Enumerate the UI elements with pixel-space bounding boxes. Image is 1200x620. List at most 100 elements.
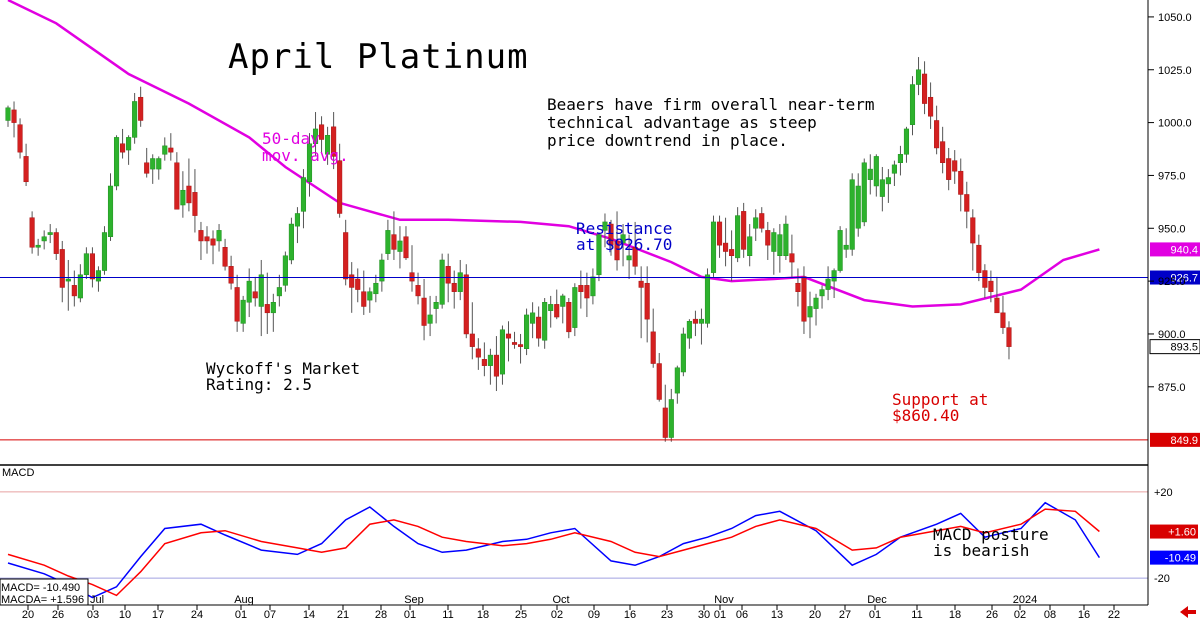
macd-annotation-line-1: MACD posture xyxy=(933,525,1049,544)
candle-body xyxy=(735,215,741,259)
support-tag-label: 849.9 xyxy=(1170,435,1198,447)
arrow-left-icon[interactable] xyxy=(1180,606,1196,618)
month-label: Dec xyxy=(867,594,887,606)
candle-body xyxy=(228,266,234,284)
candle xyxy=(343,219,349,286)
candle-body xyxy=(801,276,807,322)
price-tick-label: 975.0 xyxy=(1158,170,1186,182)
candle xyxy=(475,338,481,370)
candle xyxy=(210,230,216,265)
candle xyxy=(566,298,572,339)
candle-body xyxy=(704,274,711,324)
date-tick-label: 20 xyxy=(22,609,34,620)
candle-body xyxy=(855,185,861,229)
month-label: Jul xyxy=(90,594,104,606)
price-lines: 926.7 849.9 940.4 893.5 xyxy=(0,242,1200,447)
price-tick-label: 1025.0 xyxy=(1158,65,1192,77)
candle xyxy=(35,238,41,256)
candle-body xyxy=(138,96,144,121)
candle-body xyxy=(988,280,994,292)
candle xyxy=(162,137,168,161)
candle xyxy=(294,207,300,244)
candle xyxy=(614,211,620,271)
candle xyxy=(716,215,723,258)
candle xyxy=(542,298,548,349)
candle xyxy=(741,202,747,258)
date-tick-label: 11 xyxy=(442,609,453,620)
candle xyxy=(849,173,855,256)
candle xyxy=(138,86,144,127)
candle xyxy=(126,135,132,165)
macd-annotation: MACD posture is bearish xyxy=(933,525,1058,560)
candle xyxy=(668,388,674,442)
candle-body xyxy=(662,407,668,438)
candle xyxy=(940,126,946,174)
candle xyxy=(433,295,439,324)
candle xyxy=(385,219,391,260)
candle xyxy=(120,128,126,159)
candle xyxy=(1000,295,1006,334)
date-tick-label: 06 xyxy=(736,609,748,620)
candle-body xyxy=(909,84,916,125)
candle-body xyxy=(747,236,753,257)
candle-body xyxy=(873,156,879,187)
candle-body xyxy=(638,280,644,288)
last-price-tag xyxy=(1149,339,1200,355)
candle-body xyxy=(343,232,349,280)
support-label: Support at $860.40 xyxy=(892,390,998,425)
candle-body xyxy=(608,223,614,246)
candle-body xyxy=(807,306,813,318)
candle xyxy=(379,253,385,292)
date-tick-label: 01 xyxy=(714,609,726,620)
candle-body xyxy=(276,287,282,297)
candle-body xyxy=(723,242,729,252)
candle-body xyxy=(113,137,120,187)
candle-body xyxy=(240,299,246,324)
candle xyxy=(674,365,680,404)
candle-body xyxy=(487,354,493,366)
candle-body xyxy=(915,69,922,85)
candle xyxy=(964,181,970,229)
candle xyxy=(994,276,1000,314)
candle xyxy=(71,270,77,307)
candle xyxy=(524,308,530,356)
candle xyxy=(288,217,294,265)
candle xyxy=(807,291,813,339)
date-tick-label: 07 xyxy=(264,609,276,620)
candle xyxy=(41,230,47,250)
macd-plus20-label: +20 xyxy=(1154,487,1173,499)
candle xyxy=(861,158,867,227)
month-label: 2024 xyxy=(1013,594,1037,606)
candle-body xyxy=(427,314,433,324)
candle xyxy=(620,224,626,267)
candle xyxy=(602,213,608,248)
candle xyxy=(879,166,885,212)
rating-line-2: Rating: 2.5 xyxy=(206,375,312,394)
candle xyxy=(23,143,29,186)
candle-body xyxy=(403,236,409,259)
candle-body xyxy=(282,255,288,286)
candle xyxy=(421,279,427,341)
candle-body xyxy=(493,354,499,377)
candle xyxy=(355,268,361,303)
date-axis: 20 26 03 10 17 24 01 07 14 21 28 01 11 18 25 02 09 16 23 30… xyxy=(22,594,1120,620)
candle-body xyxy=(312,128,319,144)
candle xyxy=(831,268,837,299)
candle xyxy=(300,169,307,229)
date-tick-label: 27 xyxy=(839,609,851,620)
date-tick-label: 22 xyxy=(1108,609,1120,620)
date-tick-label: 21 xyxy=(337,609,349,620)
candle xyxy=(89,247,95,288)
candle-body xyxy=(837,230,843,271)
candle-body xyxy=(409,272,415,282)
candle-body xyxy=(397,240,403,252)
support-tag xyxy=(1150,432,1200,447)
candle xyxy=(825,266,831,301)
price-tick-label: 875.0 xyxy=(1158,382,1186,394)
candle-body xyxy=(95,270,102,282)
last-price-label: 893.5 xyxy=(1170,342,1198,354)
candle xyxy=(216,224,222,252)
price-tick-label: 950.0 xyxy=(1158,223,1186,235)
candle-body xyxy=(451,282,457,292)
candle xyxy=(180,171,186,218)
